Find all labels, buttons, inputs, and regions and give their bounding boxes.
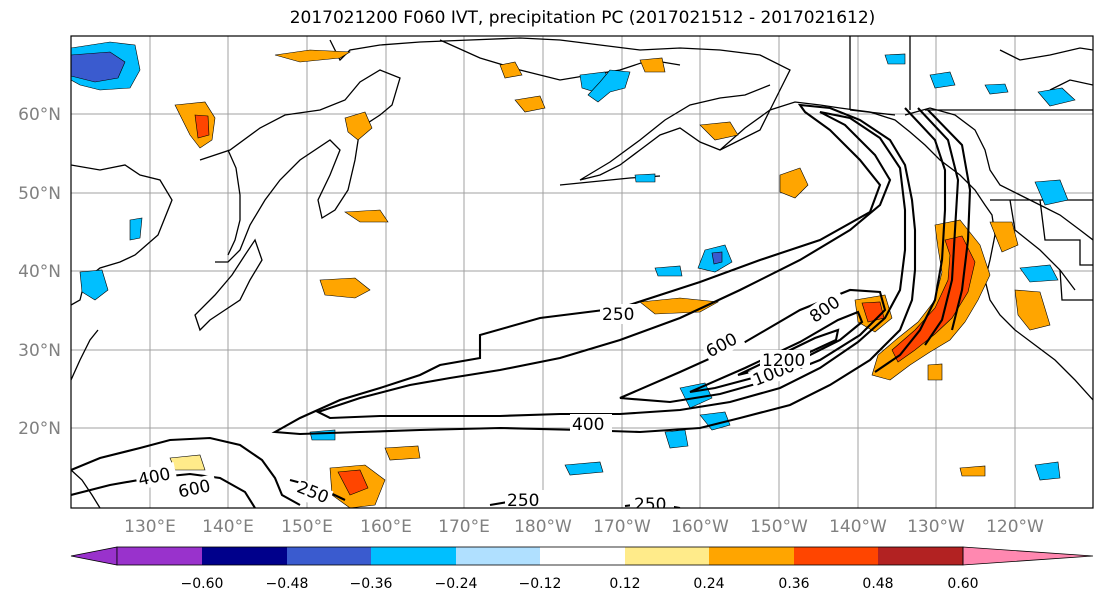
map-frame — [70, 35, 1094, 509]
lon-label: 160°W — [671, 517, 729, 537]
colorbar-tick: 0.12 — [609, 576, 640, 592]
lon-label: 130°W — [907, 517, 965, 537]
colorbar-tick: −0.36 — [350, 576, 393, 592]
contour-label: 250 — [507, 491, 539, 511]
colorbar-segment — [287, 547, 371, 565]
colorbar-tick: −0.24 — [435, 576, 478, 592]
colorbar-tick: 0.36 — [778, 576, 809, 592]
colorbar-segment — [202, 547, 287, 565]
colorbar-tick: −0.60 — [181, 576, 224, 592]
colorbar-segment — [709, 547, 794, 565]
colorbar-tick: 0.24 — [693, 576, 724, 592]
lon-label: 160°E — [360, 517, 412, 537]
colorbar-tick: −0.12 — [519, 576, 562, 592]
contour-label: 600 — [177, 476, 213, 502]
lon-label: 130°E — [124, 517, 176, 537]
lat-axis: 60°N 50°N 40°N 30°N 20°N — [18, 105, 61, 439]
contour-label: 1200 — [762, 351, 805, 371]
ivt-contours — [71, 103, 972, 508]
lon-label: 170°W — [593, 517, 651, 537]
lat-label: 20°N — [18, 419, 61, 439]
colorbar-extend-high — [962, 546, 1094, 566]
colorbar-extend-low — [70, 546, 118, 566]
lon-label: 170°E — [438, 517, 490, 537]
map-title: 2017021200 F060 IVT, precipitation PC (2… — [289, 8, 876, 28]
contour-labels: 250 250 250 250 400 400 600 600 800 1000… — [134, 288, 849, 515]
colorbar-segment — [456, 547, 540, 565]
contour-label: 250 — [634, 495, 666, 515]
colorbar-segment — [794, 547, 878, 565]
colorbar-segment — [371, 547, 456, 565]
colorbar-tick: 0.48 — [862, 576, 893, 592]
lon-label: 140°W — [829, 517, 887, 537]
colorbar-segment — [878, 547, 963, 565]
contour-label: 400 — [572, 415, 604, 435]
lon-label: 150°E — [281, 517, 333, 537]
colorbar-segment — [117, 547, 202, 565]
colorbar-segment — [625, 547, 709, 565]
lat-label: 60°N — [18, 105, 61, 125]
lat-label: 30°N — [18, 341, 61, 361]
colorbar: −0.60 −0.48 −0.36 −0.24 −0.12 0.12 0.24 … — [70, 546, 1094, 592]
colorbar-tick: 0.60 — [947, 576, 978, 592]
contour-label: 400 — [137, 464, 173, 490]
lon-label: 150°W — [750, 517, 808, 537]
colorbar-tick: −0.48 — [266, 576, 309, 592]
lon-label: 120°W — [986, 517, 1044, 537]
lat-label: 40°N — [18, 262, 61, 282]
precip-shading — [71, 41, 1076, 508]
contour-label: 250 — [602, 305, 634, 325]
lon-label: 180°W — [514, 517, 572, 537]
lon-label: 140°E — [202, 517, 254, 537]
colorbar-segment — [540, 547, 625, 565]
lat-label: 50°N — [18, 184, 61, 204]
lon-axis: 130°E 140°E 150°E 160°E 170°E 180°W 170°… — [124, 517, 1044, 537]
